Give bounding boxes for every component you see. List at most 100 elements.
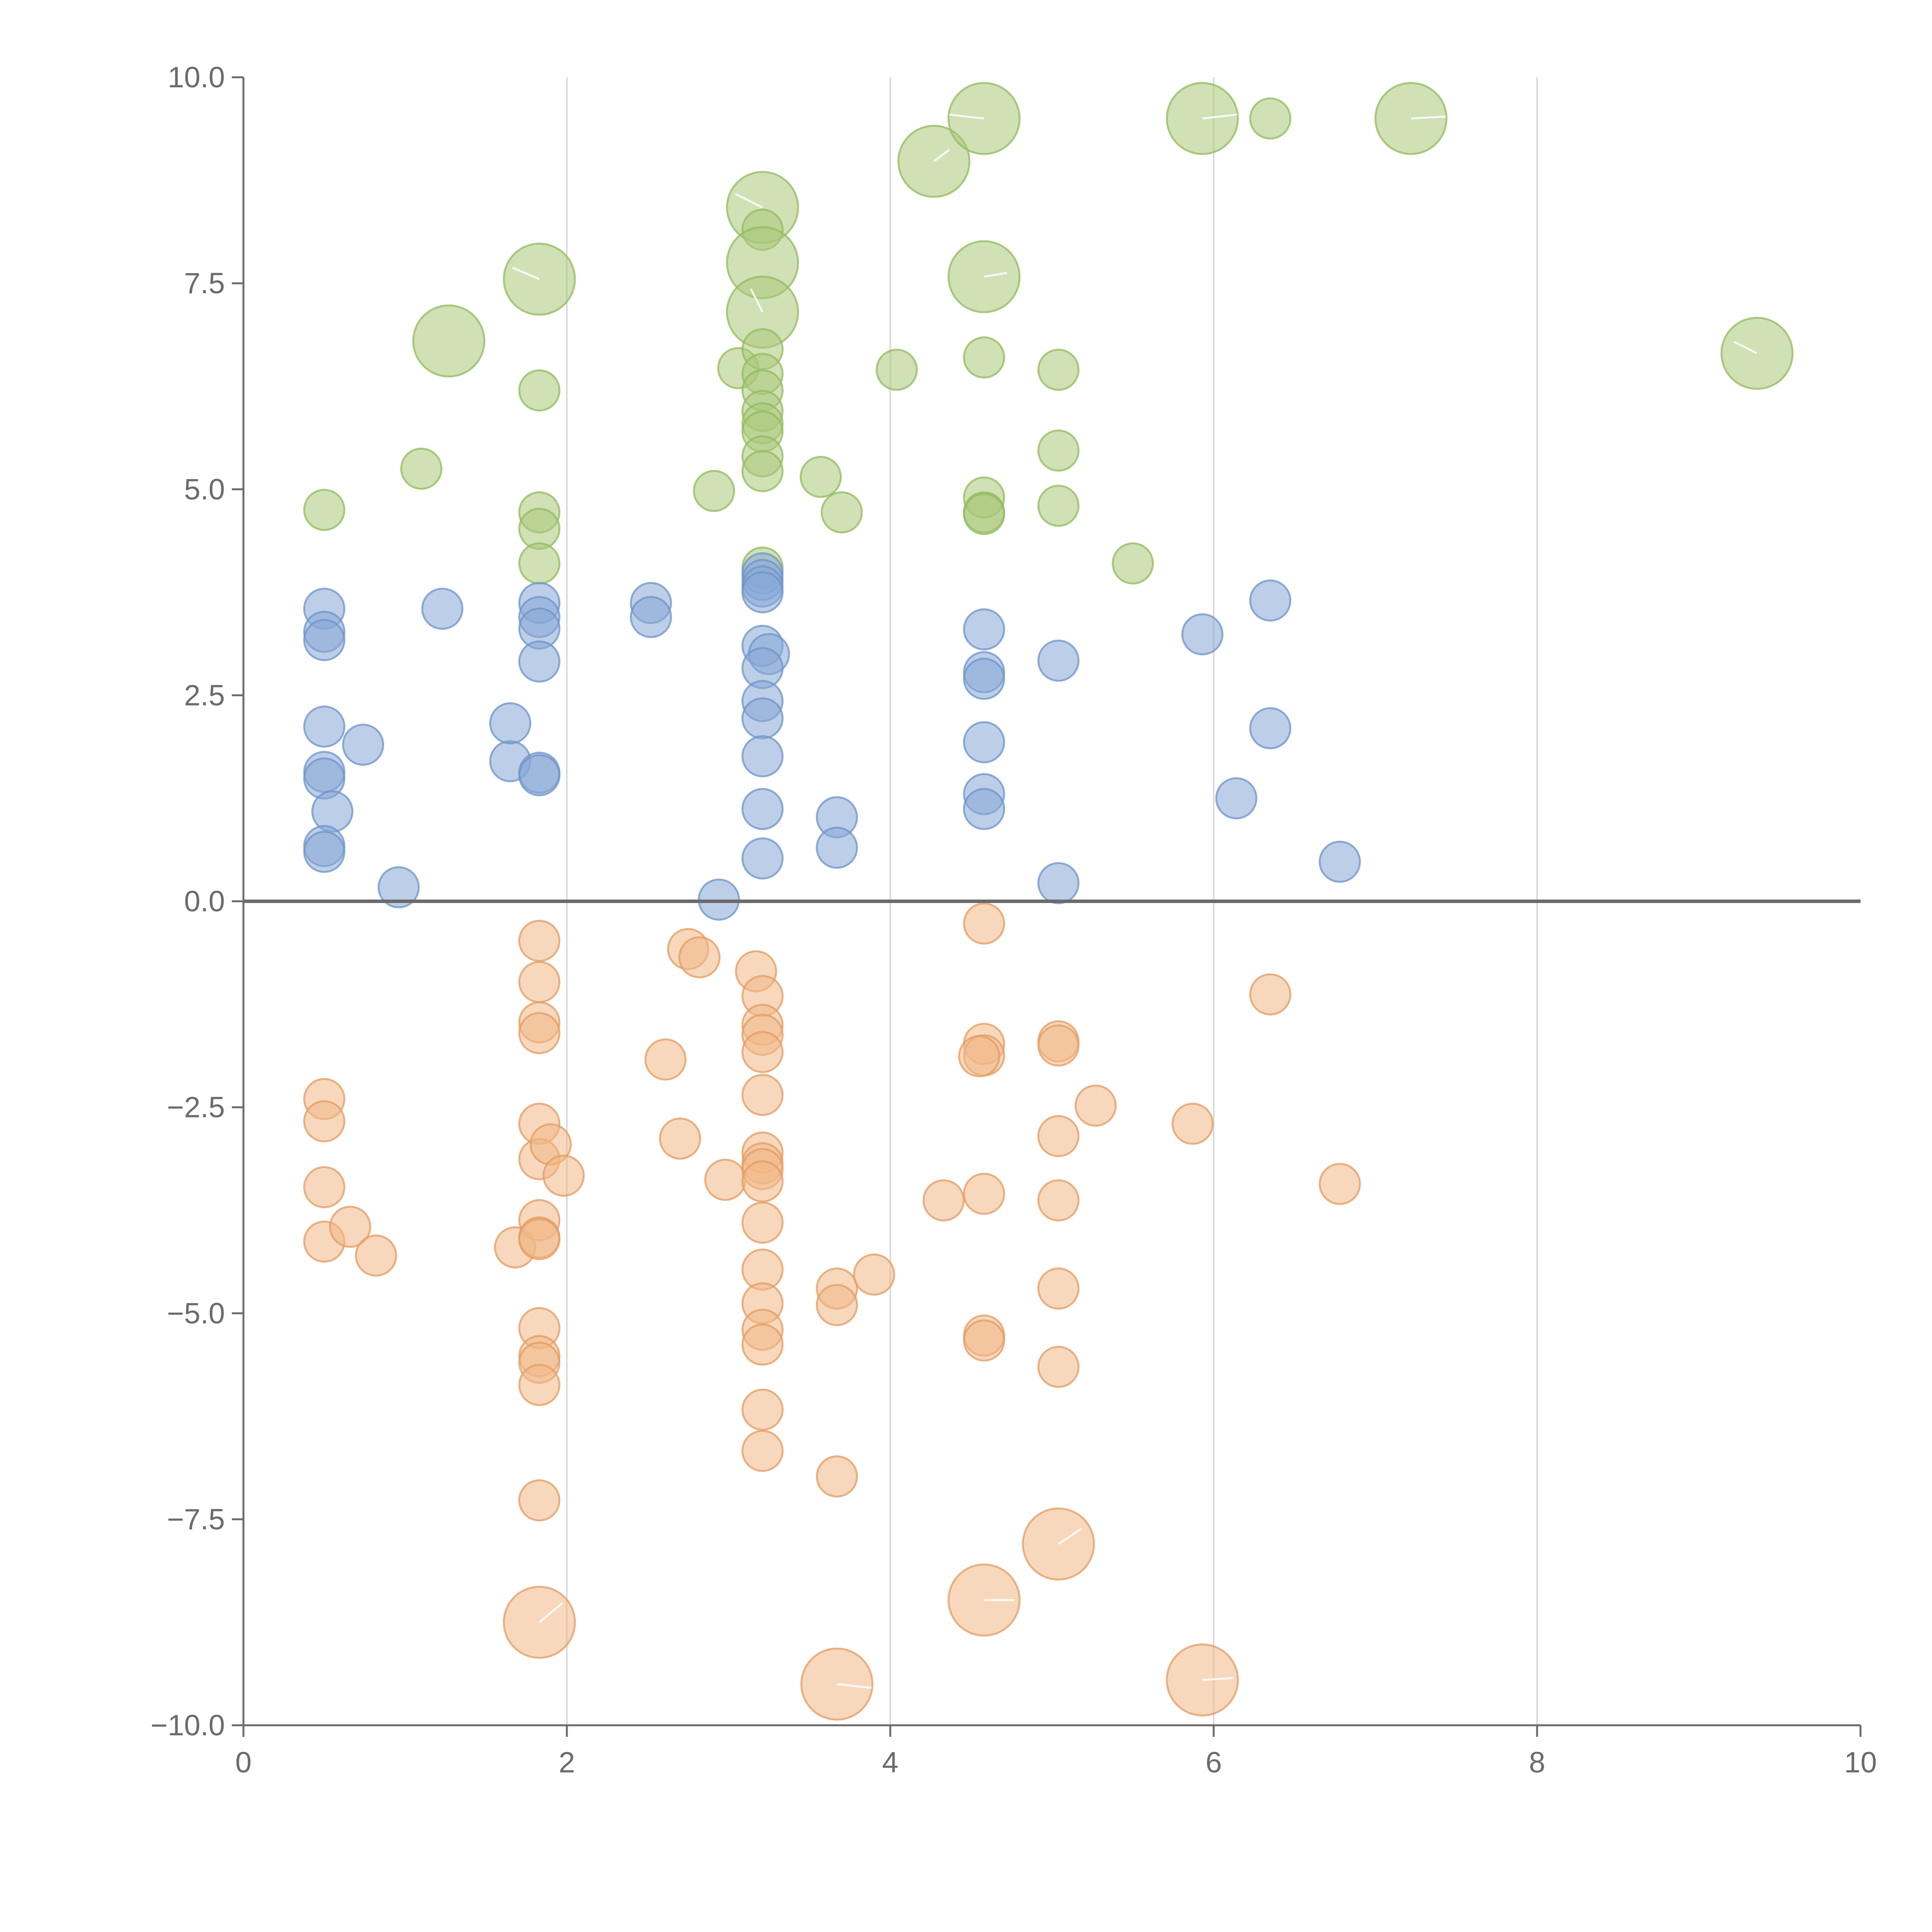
bubble-leader-line-4	[933, 149, 950, 162]
orange-bubble-2	[303, 1166, 345, 1208]
green-bubble-36	[1112, 542, 1154, 585]
x-tick-label-2: 4	[882, 1746, 898, 1779]
y-tick-label-2: 5.0	[184, 473, 225, 506]
orange-bubble-51	[922, 1179, 965, 1222]
orange-bubble-44	[741, 1388, 784, 1431]
blue-bubble-37	[963, 608, 1005, 651]
green-bubble-38	[1249, 97, 1291, 140]
green-bubble-7	[518, 542, 561, 585]
blue-bubble-46	[1215, 777, 1258, 820]
x-tick-label-4: 8	[1529, 1746, 1545, 1779]
green-bubble-25	[876, 349, 918, 391]
blue-bubble-13	[489, 702, 532, 745]
orange-bubble-62	[1037, 1115, 1080, 1157]
blue-bubble-26	[741, 571, 784, 614]
orange-bubble-47	[816, 1284, 858, 1326]
y-tick-label-7: −7.5	[167, 1503, 225, 1536]
y-tick-label-5: −2.5	[167, 1091, 225, 1124]
orange-bubble-25	[659, 1117, 701, 1160]
y-tick-label-6: −5.0	[167, 1297, 225, 1330]
orange-bubble-34	[741, 1074, 784, 1116]
blue-bubble-9	[342, 723, 384, 766]
green-bubble-24	[820, 491, 863, 534]
y-tick-label-3: 2.5	[184, 679, 225, 712]
orange-bubble-52	[963, 902, 1005, 945]
blue-bubble-45	[1181, 613, 1224, 656]
bubble-leader-line-9	[539, 1602, 563, 1623]
orange-bubble-24	[644, 1038, 687, 1081]
blue-bubble-2	[303, 619, 345, 661]
orange-bubble-22	[518, 1479, 561, 1522]
orange-bubble-45	[741, 1430, 784, 1472]
bubble-leader-line-2	[750, 288, 764, 313]
orange-bubble-65	[1037, 1345, 1080, 1388]
blue-bubble-8	[303, 831, 345, 873]
orange-bubble-27	[678, 936, 721, 979]
bubble-layer	[303, 82, 1794, 1721]
green-bubble-23	[799, 456, 842, 498]
green-bubble-0	[303, 489, 345, 531]
orange-bubble-7	[518, 920, 561, 962]
bubble-leader-line-5	[984, 272, 1008, 278]
bubble-leader-line-10	[837, 1683, 872, 1689]
orange-bubble-38	[741, 1160, 784, 1203]
green-bubble-21	[741, 450, 784, 492]
blue-bubble-40	[963, 721, 1005, 764]
x-tick-label-0: 0	[235, 1746, 252, 1779]
orange-bubble-8	[518, 961, 561, 1003]
blue-bubble-19	[518, 640, 561, 683]
y-tick-label-4: 0.0	[184, 885, 225, 918]
orange-bubble-56	[963, 1173, 1005, 1215]
blue-bubble-3	[303, 705, 345, 748]
bubble-leader-line-7	[1411, 116, 1446, 120]
green-bubble-35	[1037, 485, 1080, 527]
blue-bubble-44	[1037, 862, 1080, 905]
blue-bubble-11	[421, 587, 464, 630]
green-bubble-1	[400, 447, 442, 490]
orange-bubble-5	[355, 1234, 397, 1277]
blue-bubble-31	[741, 697, 784, 740]
y-tick-label-1: 7.5	[184, 267, 225, 300]
orange-bubble-55	[958, 1035, 1000, 1077]
y-tick-label-0: 10.0	[168, 61, 225, 94]
ghost-label-layer	[512, 114, 1758, 1689]
blue-bubble-48	[1249, 707, 1291, 750]
blue-bubble-34	[741, 837, 784, 880]
orange-bubble-14	[543, 1155, 585, 1197]
bubble-leader-line-6	[1202, 114, 1237, 120]
orange-bubble-43	[741, 1323, 784, 1366]
blue-bubble-6	[311, 790, 354, 833]
green-bubble-8	[693, 470, 735, 512]
blue-bubble-36	[816, 827, 858, 869]
orange-bubble-64	[1037, 1267, 1080, 1310]
bubble-leader-line-8	[1733, 341, 1758, 354]
blue-bubble-47	[1249, 579, 1291, 622]
blue-bubble-32	[741, 735, 784, 777]
blue-bubble-10	[378, 866, 420, 908]
blue-bubble-21	[630, 596, 672, 638]
green-bubble-2	[412, 304, 485, 378]
x-tick-label-5: 10	[1844, 1746, 1877, 1779]
bubble-leader-line-12	[1058, 1527, 1082, 1545]
axis-layer: 10.0 7.5 5.0 2.5 0.0 −2.5 −5.0 −7.5 −10.0 0 2 4 6 8 10	[151, 61, 1877, 1779]
orange-bubble-1	[303, 1100, 345, 1143]
orange-bubble-70	[1249, 973, 1291, 1015]
blue-bubble-49	[1318, 840, 1361, 883]
bubble-leader-line-3	[949, 114, 985, 120]
orange-bubble-21	[518, 1364, 561, 1406]
orange-bubble-68	[1172, 1102, 1214, 1145]
orange-bubble-67	[1074, 1084, 1117, 1127]
orange-bubble-28	[704, 1158, 747, 1201]
green-bubble-33	[1037, 349, 1080, 391]
orange-bubble-61	[1037, 1024, 1080, 1067]
x-tick-label-1: 2	[559, 1746, 575, 1779]
orange-bubble-4	[329, 1206, 371, 1248]
green-bubble-29	[963, 336, 1005, 379]
blue-bubble-43	[1037, 639, 1080, 682]
orange-bubble-63	[1037, 1179, 1080, 1222]
orange-bubble-48	[816, 1455, 858, 1498]
blue-bubble-42	[963, 788, 1005, 830]
blue-bubble-39	[963, 658, 1005, 700]
